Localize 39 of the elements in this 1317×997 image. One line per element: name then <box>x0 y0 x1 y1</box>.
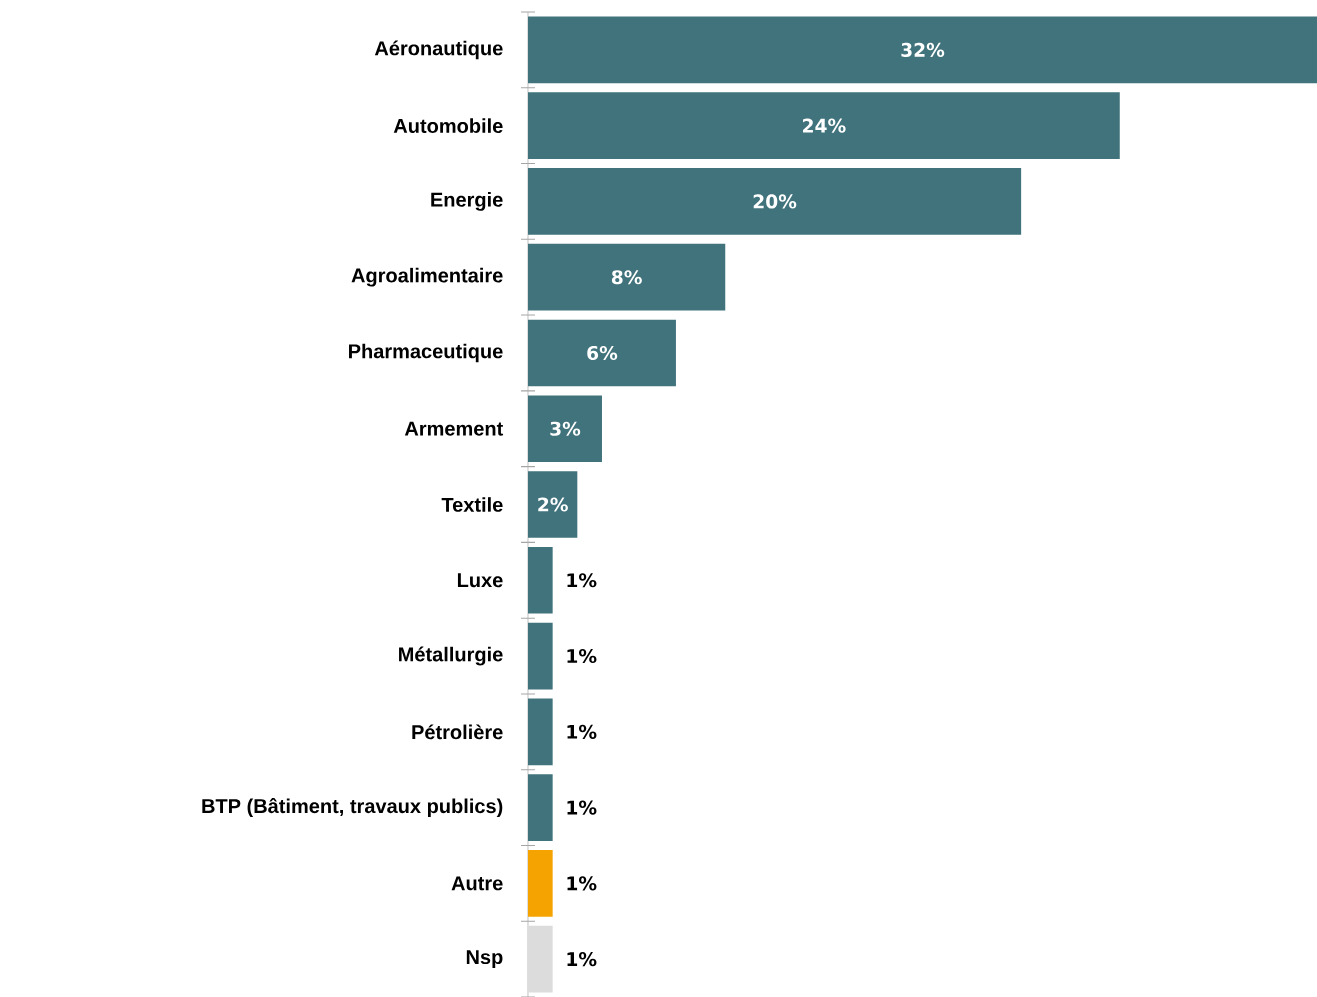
data-label: 8% <box>611 270 642 285</box>
bar <box>528 16 1317 84</box>
bar <box>528 925 553 993</box>
y-tick-label: Energie <box>431 192 503 211</box>
data-label: 24% <box>803 118 846 133</box>
y-tick-label: Aéronautique <box>374 40 503 60</box>
data-label: 1% <box>567 724 597 739</box>
data-label: 20% <box>753 194 797 209</box>
y-tick-label: Autre <box>451 876 503 891</box>
data-label: 3% <box>550 421 581 436</box>
data-label: 32% <box>901 42 945 57</box>
data-label: 1% <box>567 876 597 891</box>
y-tick-label: Armement <box>404 421 504 436</box>
bar <box>528 319 676 387</box>
data-label: 6% <box>587 345 618 361</box>
bar <box>528 168 1022 235</box>
data-label: 1% <box>567 800 597 815</box>
y-tick-label: Agroalimentaire <box>351 267 503 287</box>
y-tick-label: Textile <box>441 497 503 512</box>
bar <box>528 698 553 766</box>
y-tick-label: Nsp <box>466 950 503 969</box>
bar <box>528 92 1120 159</box>
y-tick-label: Métallurgie <box>399 646 503 666</box>
y-tick-label: Luxe <box>457 573 503 588</box>
y-tick-label: BTP (Bâtiment, travaux publics) <box>202 798 503 818</box>
bar <box>528 243 726 311</box>
y-tick-label: Pharmaceutique <box>349 343 503 363</box>
bar <box>528 471 578 538</box>
data-label: 1% <box>567 648 597 664</box>
data-label: 2% <box>538 497 568 512</box>
y-tick-label: Pétrolière <box>412 724 503 740</box>
bar <box>528 546 553 614</box>
data-label: 1% <box>567 573 597 588</box>
bar <box>528 622 553 690</box>
bar <box>528 395 602 463</box>
data-label: 1% <box>567 952 597 967</box>
bar <box>528 850 553 917</box>
bar <box>528 774 553 841</box>
y-tick-label: Automobile <box>393 118 503 133</box>
